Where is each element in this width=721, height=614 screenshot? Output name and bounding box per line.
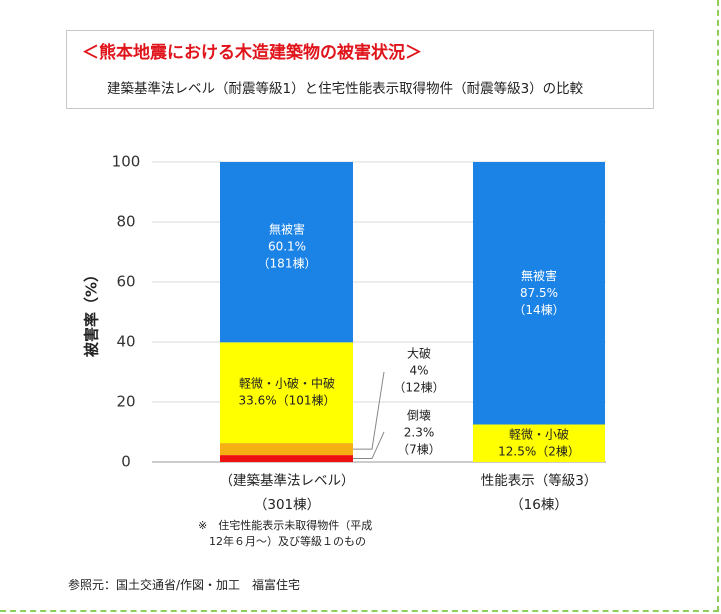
x-count-label-1: （16棟） [510,497,568,513]
callout-collapse-label-2: （7棟） [397,442,441,457]
bar-1-minor-label-0: 軽微・小破 [509,426,569,441]
bar-1-segment-minor [473,424,605,462]
bar-0-segment-no_damage [220,162,353,343]
bar-0-minor-label-0: 軽微・小破・中破 [239,376,335,391]
bar-1-no_damage-label-2: （14棟） [513,302,564,317]
y-tick-label-0: 0 [121,453,131,471]
page-title: ＜熊本地震における木造建築物の被害状況＞ [82,43,422,63]
callout-collapse-label-0: 倒壊 [407,409,431,423]
y-tick-label-60: 60 [116,273,135,291]
callout-line-collapse [353,431,385,460]
source-credit: 参照元：国土交通省/作図・加工 福富住宅 [68,578,301,592]
footnote-line-1: 12年６月～）及び等級１のもの [209,534,366,548]
footnote-line-0: ※ 住宅性能表示未取得物件（平成 [198,518,372,532]
bar-1-segment-no_damage [473,162,605,425]
bar-0-minor-label-1: 33.6%（101棟） [238,393,335,408]
y-tick-label-80: 80 [116,213,135,231]
x-category-label-0: （建築基準法レベル） [220,472,355,489]
bar-1-minor-label-1: 12.5%（2棟） [498,443,580,458]
callout-major-label-0: 大破 [407,346,431,361]
callout-line-major [353,371,385,450]
callout-major-label-1: 4% [409,364,428,378]
bar-0-segment-minor [220,342,353,444]
bar-0-no_damage-label-0: 無被害 [269,222,305,237]
title-box: ＜熊本地震における木造建築物の被害状況＞ 建築基準法レベル（耐震等級1）と住宅性… [66,30,654,109]
page-subtitle: 建築基準法レベル（耐震等級1）と住宅性能表示取得物件（耐震等級3）の比較 [107,81,584,97]
bar-1-no_damage-label-1: 87.5% [520,286,558,300]
y-tick-label-40: 40 [116,333,135,351]
bar-0-no_damage-label-1: 60.1% [268,240,306,254]
bar-0-segment-major [220,443,353,456]
bar-0-segment-collapse [220,455,353,462]
bar-0-no_damage-label-2: （181棟） [258,256,317,271]
y-tick-label-100: 100 [112,153,141,171]
x-category-label-1: 性能表示（等級3） [481,472,598,489]
callout-major-label-2: （12棟） [393,380,444,395]
bar-1-no_damage-label-0: 無被害 [521,268,557,283]
callout-collapse-label-1: 2.3% [404,426,435,440]
x-count-label-0: （301棟） [254,497,320,513]
y-axis-label: 被害率（%） [83,267,101,357]
y-tick-label-20: 20 [116,393,135,411]
